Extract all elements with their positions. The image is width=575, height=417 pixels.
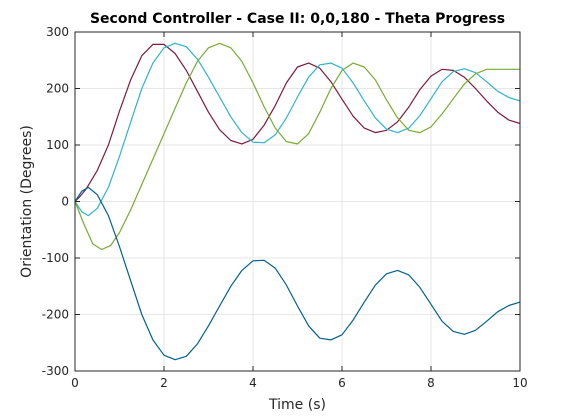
- y-axis-label: Orientation (Degrees): [19, 125, 35, 278]
- series-layer: [74, 42, 521, 361]
- series-line-3: [74, 42, 520, 251]
- y-tick-label: 200: [46, 82, 69, 96]
- axis-ticks: 0 2 4 6 8 10 300 200 100 0 -100 -200 -300: [42, 25, 528, 390]
- x-axis-label: Time (s): [268, 397, 326, 413]
- x-tick-label: 10: [512, 376, 527, 390]
- series-line-1: [74, 43, 521, 202]
- y-tick-label: 300: [46, 25, 69, 39]
- x-tick-label: 8: [427, 376, 435, 390]
- y-tick-label: 100: [46, 138, 69, 152]
- chart-title: Second Controller - Case II: 0,0,180 - T…: [90, 11, 505, 27]
- y-tick-label: 0: [61, 195, 69, 209]
- y-tick-label: -200: [42, 308, 69, 322]
- y-tick-label: -100: [42, 251, 69, 265]
- x-tick-label: 6: [338, 376, 346, 390]
- x-tick-label: 4: [249, 376, 257, 390]
- x-tick-label: 0: [71, 376, 79, 390]
- x-tick-label: 2: [160, 376, 168, 390]
- series-line-2: [74, 42, 521, 217]
- series-line-4: [74, 186, 521, 361]
- y-tick-label: -300: [42, 364, 69, 378]
